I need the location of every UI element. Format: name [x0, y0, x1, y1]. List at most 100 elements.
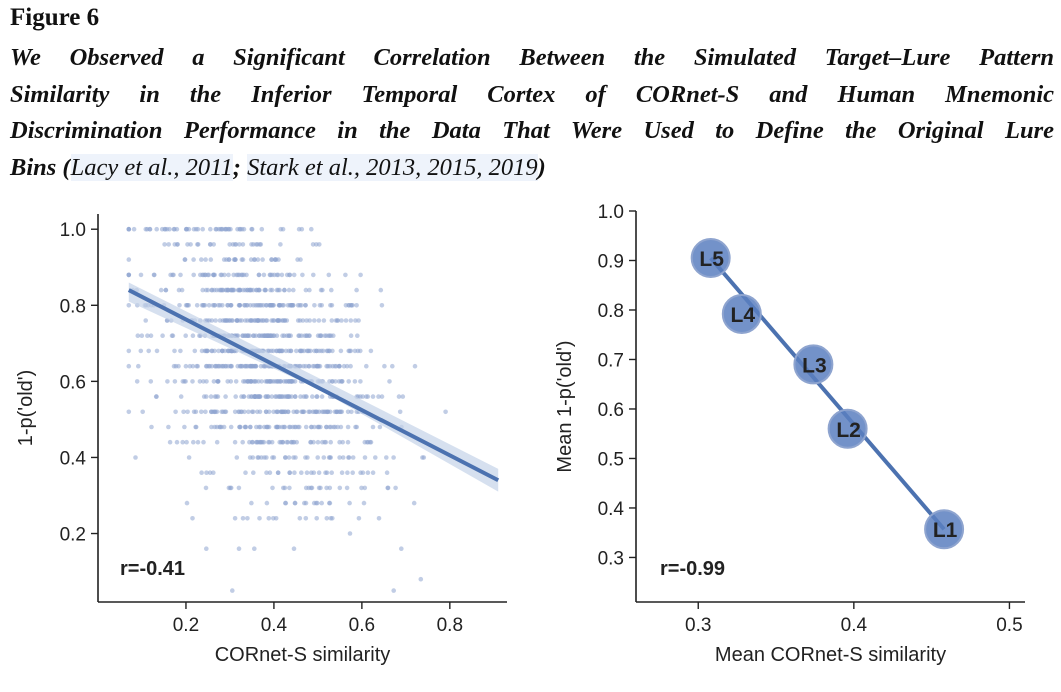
data-point: [316, 318, 322, 323]
data-point: [362, 485, 368, 491]
data-point: [280, 394, 286, 399]
data-point: [190, 516, 195, 521]
data-point: [267, 470, 273, 476]
data-point: [261, 272, 267, 278]
data-point: [286, 379, 291, 384]
data-point: [365, 470, 371, 476]
data-point: [277, 394, 282, 399]
data-point: [203, 409, 208, 415]
correlation-annotation: r=-0.99: [660, 558, 725, 580]
data-point: [347, 500, 352, 506]
data-point: [191, 226, 197, 232]
data-point: [237, 409, 242, 415]
data-point: [138, 348, 144, 354]
data-point: [234, 318, 240, 323]
data-point: [391, 588, 397, 593]
correlation-annotation: r=-0.41: [120, 558, 185, 580]
data-point: [185, 303, 190, 308]
figure-title-line-3: Discrimination Performance in the Data T…: [10, 117, 1054, 144]
data-point: [283, 348, 289, 354]
data-point: [173, 409, 178, 415]
data-point: [320, 287, 325, 293]
data-point: [341, 363, 347, 369]
data-point: [176, 363, 181, 369]
data-point: [443, 409, 448, 415]
data-point: [337, 485, 343, 491]
data-point: [289, 379, 294, 384]
data-point: [249, 318, 255, 323]
data-point: [345, 439, 351, 445]
citation-stark-link[interactable]: Stark et al., 2013, 2015, 2019: [247, 153, 538, 181]
data-point: [258, 318, 264, 323]
data-point: [299, 409, 304, 415]
data-point: [288, 333, 294, 339]
y-tick-label: 0.2: [60, 525, 86, 546]
data-point: [354, 303, 359, 308]
data-point: [231, 287, 237, 293]
data-point: [294, 348, 299, 354]
data-point: [246, 394, 252, 399]
data-point: [339, 470, 345, 476]
data-point: [160, 333, 165, 339]
data-point: [259, 439, 264, 445]
data-point: [343, 318, 349, 323]
data-point: [327, 485, 333, 491]
data-point: [360, 470, 366, 476]
data-point: [195, 242, 200, 247]
data-point: [343, 303, 349, 308]
data-point: [329, 379, 335, 384]
data-point: [321, 455, 327, 460]
data-point: [152, 272, 157, 278]
data-point: [299, 470, 304, 476]
data-point: [253, 439, 259, 445]
data-point: [323, 439, 329, 445]
data-point: [303, 516, 309, 521]
data-point: [387, 379, 392, 384]
data-point: [249, 439, 255, 445]
data-point: [235, 287, 241, 293]
data-point: [316, 470, 322, 476]
data-point: [295, 257, 300, 262]
data-point: [180, 439, 185, 445]
data-point: [269, 394, 275, 399]
data-point: [292, 394, 298, 399]
data-point: [352, 379, 358, 384]
data-point: [286, 287, 292, 293]
data-point: [281, 303, 286, 308]
data-point: [190, 379, 195, 384]
data-point: [289, 394, 294, 399]
data-point: [319, 409, 325, 415]
data-point: [195, 363, 200, 369]
data-point: [264, 333, 270, 339]
data-point: [204, 546, 209, 551]
data-point: [336, 379, 342, 384]
data-point: [291, 409, 297, 415]
data-point: [174, 439, 180, 445]
data-point: [285, 409, 291, 415]
data-point: [327, 500, 333, 506]
data-point: [203, 485, 209, 491]
data-point: [200, 226, 205, 232]
data-point: [298, 394, 303, 399]
data-point: [216, 348, 221, 354]
data-point: [312, 303, 317, 308]
citation-lacy-link[interactable]: Lacy et al., 2011: [70, 153, 233, 181]
data-point: [252, 257, 257, 262]
data-point: [271, 333, 277, 339]
data-point: [236, 485, 242, 491]
data-point: [292, 500, 298, 506]
data-point: [212, 348, 217, 354]
data-point: [233, 242, 239, 247]
data-point: [310, 394, 315, 399]
data-point: [348, 333, 354, 339]
data-point: [191, 257, 196, 262]
data-point: [126, 363, 132, 369]
level-point-l3: [793, 344, 834, 385]
data-point: [337, 455, 342, 460]
data-point: [182, 257, 188, 262]
data-point: [315, 455, 321, 460]
data-point: [329, 287, 334, 293]
data-point: [259, 226, 265, 232]
data-point: [219, 409, 224, 415]
data-point: [350, 470, 356, 476]
